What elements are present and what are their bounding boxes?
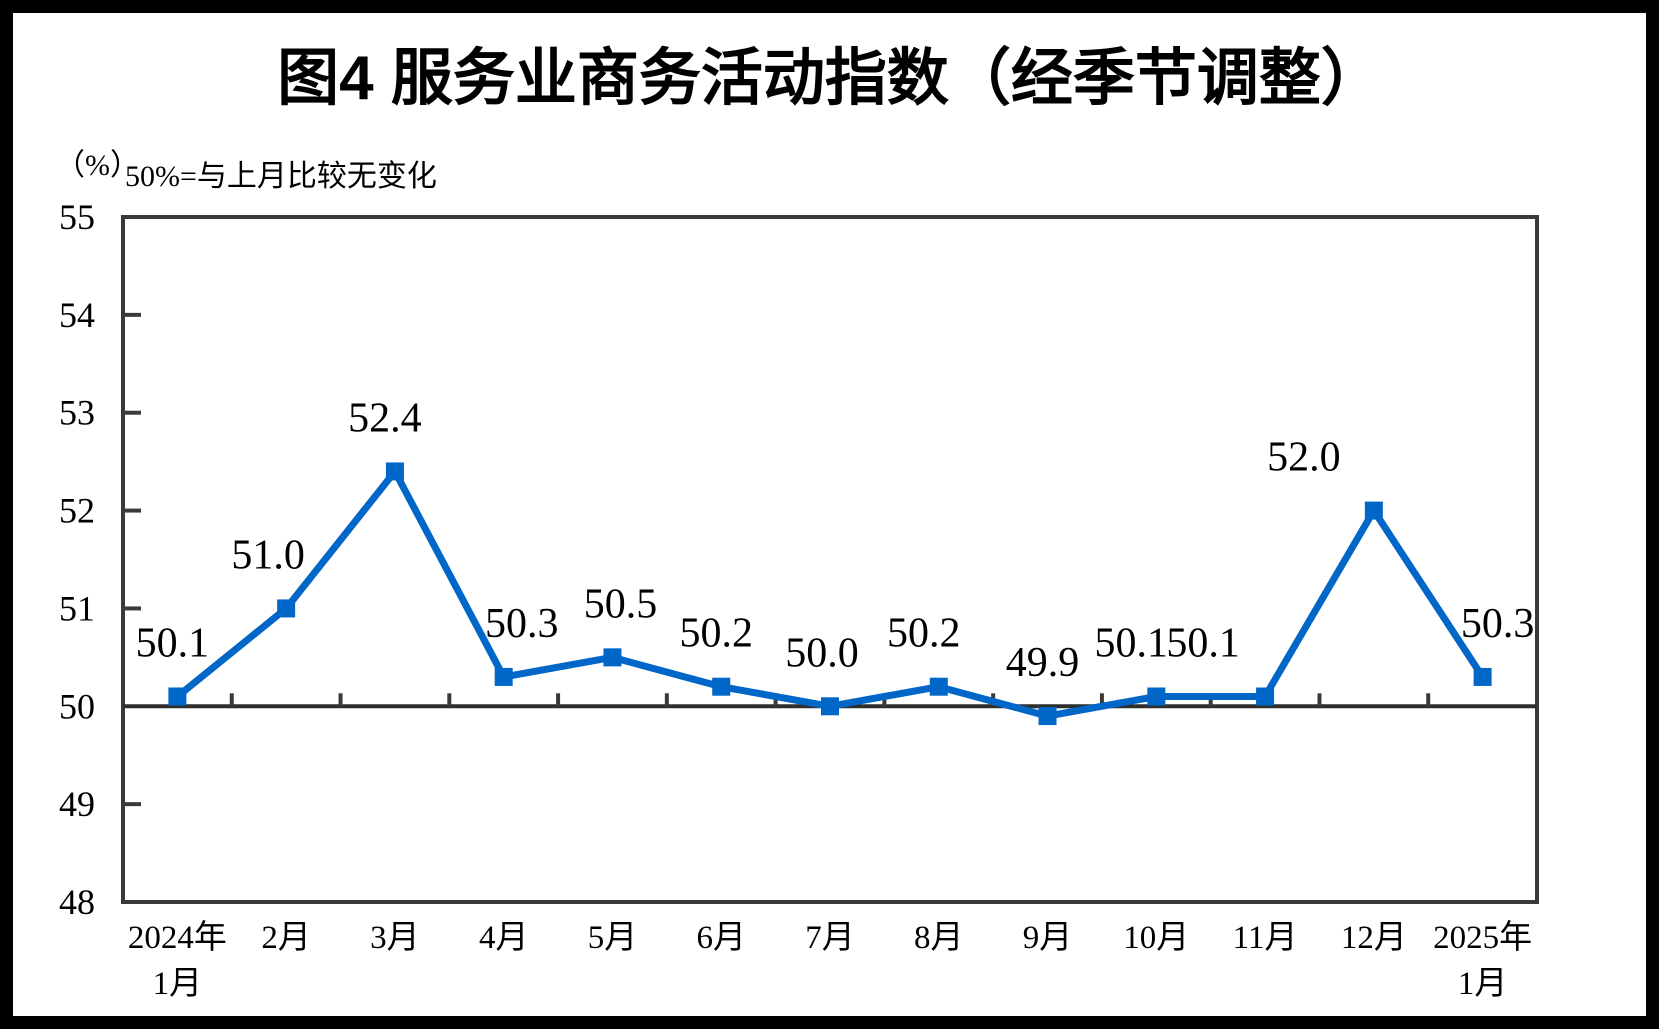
data-point-label: 50.3 xyxy=(1461,601,1535,647)
x-axis-category-label: 6月 xyxy=(696,920,746,956)
data-point-label: 50.1 xyxy=(1095,621,1169,667)
x-axis-category-label-line: 5月 xyxy=(588,920,638,956)
x-axis-category-label-line: 8月 xyxy=(914,920,964,956)
data-point-label: 50.0 xyxy=(785,630,859,676)
y-tick-label: 55 xyxy=(59,197,95,237)
data-point-label: 50.2 xyxy=(887,611,961,657)
y-tick-label: 53 xyxy=(59,393,95,433)
y-tick-label: 48 xyxy=(59,882,95,922)
data-point-label: 50.1 xyxy=(1166,621,1240,667)
y-axis-ticks xyxy=(125,312,141,807)
y-tick-label: 52 xyxy=(59,491,95,531)
x-axis-category-label-line: 11月 xyxy=(1233,920,1298,956)
data-point-label: 52.4 xyxy=(348,395,422,441)
data-point-marker xyxy=(821,697,839,716)
data-point-marker xyxy=(929,677,948,696)
x-axis-category-label-line: 4月 xyxy=(479,920,529,956)
x-axis-category-label: 10月 xyxy=(1123,920,1189,956)
y-tick-label: 54 xyxy=(59,295,95,335)
data-point-label: 50.5 xyxy=(584,581,658,627)
y-tick-label: 50 xyxy=(59,686,95,726)
x-axis-category-label: 4月 xyxy=(479,920,529,956)
data-point-marker xyxy=(168,687,187,706)
plot-area xyxy=(121,215,1539,904)
x-axis-category-label-line: 9月 xyxy=(1023,920,1073,956)
x-axis-category-label: 7月 xyxy=(805,920,855,956)
data-point-label: 49.9 xyxy=(1006,640,1080,686)
x-axis-category-label-line: 10月 xyxy=(1123,920,1189,956)
data-point-marker xyxy=(277,599,296,618)
x-axis-category-label: 3月 xyxy=(370,920,420,956)
x-axis-category-label-line: 2月 xyxy=(261,920,311,956)
data-point-marker xyxy=(1256,687,1275,706)
data-labels: 50.1 51.0 52.4 50.3 50.5 50.2 50.0 50.2 49.9 50.1… xyxy=(136,395,1535,686)
x-axis-category-label-line: 2024年 xyxy=(128,919,227,956)
x-axis-category-label: 12月 xyxy=(1341,920,1407,956)
x-axis-labels: 2024年 1月 2月 3月 4月 5月 6月 7月 8月 9月 10月 11月 12月 2025年 1月 xyxy=(128,919,1532,1002)
data-point-marker xyxy=(1473,667,1492,686)
data-point-marker xyxy=(1038,707,1057,726)
x-axis-category-label: 2024年 1月 xyxy=(128,919,227,1002)
data-point-label: 50.1 xyxy=(136,621,210,667)
data-point-marker xyxy=(1364,501,1383,520)
data-point-label: 52.0 xyxy=(1267,435,1341,481)
y-axis-unit-label: （%） xyxy=(55,149,140,182)
x-axis-category-label: 5月 xyxy=(588,920,638,956)
chart-title: 图4 服务业商务活动指数（经季节调整） xyxy=(277,43,1383,113)
data-point-marker xyxy=(1147,687,1166,706)
x-axis-category-label-line: 2025年 xyxy=(1433,919,1532,956)
data-point-marker xyxy=(603,648,622,667)
data-point-label: 50.3 xyxy=(485,601,559,647)
y-tick-label: 51 xyxy=(59,588,95,628)
x-axis-category-label-line: 3月 xyxy=(370,920,420,956)
x-axis-category-label: 2025年 1月 xyxy=(1433,919,1532,1002)
x-axis-category-label-line: 12月 xyxy=(1341,920,1407,956)
y-axis-labels: 48 49 50 51 52 53 54 55 xyxy=(59,197,95,922)
y-tick-label: 49 xyxy=(59,784,95,824)
data-point-label: 51.0 xyxy=(231,532,305,578)
x-axis-category-label-line: 1月 xyxy=(153,966,203,1002)
reference-note: 50%=与上月比较无变化 xyxy=(125,160,437,193)
data-point-marker xyxy=(385,462,404,481)
x-axis-category-label: 9月 xyxy=(1023,920,1073,956)
x-axis-category-label-line: 7月 xyxy=(805,920,855,956)
data-point-label: 50.2 xyxy=(679,611,753,657)
x-axis-category-label: 2月 xyxy=(261,920,311,956)
data-point-marker xyxy=(494,667,513,686)
x-axis-category-label-line: 1月 xyxy=(1458,966,1508,1002)
x-axis-category-label-line: 6月 xyxy=(696,920,746,956)
x-axis-category-label: 11月 xyxy=(1233,920,1298,956)
data-point-marker xyxy=(712,677,731,696)
data-series xyxy=(168,462,1492,726)
x-axis-category-label: 8月 xyxy=(914,920,964,956)
